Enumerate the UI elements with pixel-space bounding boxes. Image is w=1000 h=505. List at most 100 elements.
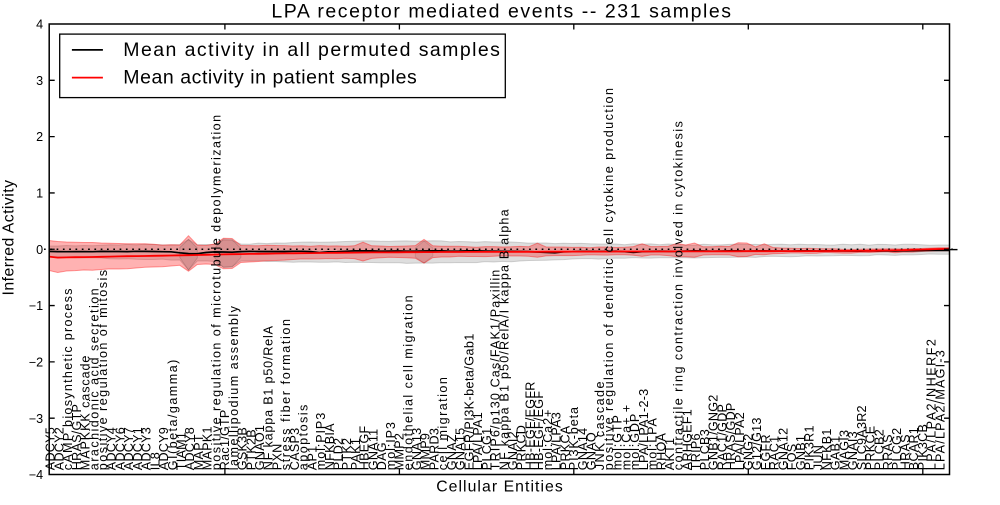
svg-text:HRAS/GTP: HRAS/GTP bbox=[70, 404, 84, 470]
svg-text:LPA/LPA3: LPA/LPA3 bbox=[550, 412, 564, 470]
svg-text:PRKCE: PRKCE bbox=[864, 426, 878, 471]
svg-text:cell migration: cell migration bbox=[436, 376, 450, 471]
svg-text:JUN: JUN bbox=[811, 445, 825, 470]
svg-text:GI(beta/gamma): GI(beta/gamma) bbox=[166, 358, 180, 470]
svg-text:NFKBIA: NFKBIA bbox=[323, 423, 337, 470]
svg-text:positive regulation of mitosis: positive regulation of mitosis bbox=[96, 268, 110, 470]
svg-text:AP1: AP1 bbox=[305, 446, 319, 471]
svg-text:positive regulation of dendrit: positive regulation of dendritic cell cy… bbox=[602, 87, 616, 471]
svg-text:RAC1: RAC1 bbox=[768, 436, 782, 471]
svg-text:EGFR: EGFR bbox=[759, 434, 773, 470]
svg-text:HBEGF: HBEGF bbox=[358, 426, 372, 471]
svg-text:GNG2: GNG2 bbox=[742, 433, 756, 470]
svg-text:PXN: PXN bbox=[271, 444, 285, 471]
svg-text:mol:Ca2+: mol:Ca2+ bbox=[541, 409, 555, 470]
svg-text:2: 2 bbox=[36, 130, 43, 144]
svg-text:HRAS: HRAS bbox=[899, 434, 913, 470]
svg-text:−2: −2 bbox=[29, 356, 43, 370]
svg-text:MAPKKK cascade: MAPKKK cascade bbox=[79, 355, 93, 471]
svg-text:ADCY1: ADCY1 bbox=[131, 427, 145, 470]
svg-text:mol:GDP: mol:GDP bbox=[628, 413, 642, 470]
svg-text:GNB1: GNB1 bbox=[794, 435, 808, 470]
svg-text:mol:GTP: mol:GTP bbox=[611, 414, 625, 470]
svg-text:ADCY5: ADCY5 bbox=[44, 427, 58, 470]
svg-text:PTK2B: PTK2B bbox=[244, 429, 258, 470]
svg-text:ADCY8: ADCY8 bbox=[183, 427, 197, 470]
svg-text:mol:LPA: mol:LPA bbox=[646, 417, 660, 470]
svg-text:Cellular Entities: Cellular Entities bbox=[436, 479, 564, 496]
svg-text:GNA13: GNA13 bbox=[410, 428, 424, 471]
svg-text:stress fiber formation: stress fiber formation bbox=[279, 317, 293, 470]
svg-text:PLCB3: PLCB3 bbox=[698, 429, 712, 470]
svg-text:mol:PIP3: mol:PIP3 bbox=[314, 412, 328, 470]
svg-text:LPA/LPA1: LPA/LPA1 bbox=[471, 412, 485, 470]
svg-text:ARHGEF1: ARHGEF1 bbox=[680, 409, 694, 470]
svg-text:TRIP6/p130 Cas/FAK1/Paxillin: TRIP6/p130 Cas/FAK1/Paxillin bbox=[489, 269, 503, 471]
svg-text:MMP9: MMP9 bbox=[419, 433, 433, 470]
svg-text:PLCB2: PLCB2 bbox=[872, 429, 886, 470]
svg-text:GNAQ: GNAQ bbox=[585, 432, 599, 470]
svg-text:Rac1/GTP: Rac1/GTP bbox=[218, 409, 232, 470]
svg-text:AKT1: AKT1 bbox=[663, 438, 677, 471]
svg-text:GAB1: GAB1 bbox=[829, 436, 843, 471]
svg-text:GNA11: GNA11 bbox=[366, 429, 380, 471]
svg-text:LPA/LPA1-2-3: LPA/LPA1-2-3 bbox=[637, 389, 651, 471]
svg-text:RAC1/GDP: RAC1/GDP bbox=[715, 404, 729, 470]
svg-text:IL8: IL8 bbox=[148, 452, 162, 470]
svg-text:GNAI2: GNAI2 bbox=[506, 431, 520, 470]
svg-text:0: 0 bbox=[36, 243, 43, 257]
svg-text:MAGI3: MAGI3 bbox=[838, 430, 852, 470]
svg-text:arachidonic acid secretion: arachidonic acid secretion bbox=[87, 287, 101, 470]
svg-text:LPA/LPA2/MAGI-3: LPA/LPA2/MAGI-3 bbox=[933, 349, 947, 470]
svg-text:3: 3 bbox=[36, 74, 43, 88]
svg-text:mol:IP3: mol:IP3 bbox=[384, 421, 398, 470]
svg-text:RRAS: RRAS bbox=[881, 434, 895, 470]
svg-text:Mean activity in all permuted: Mean activity in all permuted samples bbox=[123, 39, 501, 61]
svg-text:CASP3: CASP3 bbox=[288, 428, 302, 471]
svg-text:SLC9A3R2: SLC9A3R2 bbox=[855, 405, 869, 470]
svg-text:RHOA: RHOA bbox=[654, 432, 668, 470]
svg-text:Mean activity in patient sampl: Mean activity in patient samples bbox=[123, 67, 417, 89]
svg-text:GNB1/GNG2: GNB1/GNG2 bbox=[707, 394, 721, 470]
svg-text:EGFR/PI3K-beta/Gab1: EGFR/PI3K-beta/Gab1 bbox=[462, 333, 476, 470]
svg-text:ADCY7: ADCY7 bbox=[122, 427, 136, 470]
svg-text:PI3K-beta: PI3K-beta bbox=[567, 406, 581, 470]
svg-text:HB-EGF/EGF: HB-EGF/EGF bbox=[532, 391, 546, 471]
svg-text:G12/G13: G12/G13 bbox=[750, 417, 764, 470]
svg-text:cAMP biosynthetic process: cAMP biosynthetic process bbox=[61, 287, 75, 470]
svg-text:ADCY2: ADCY2 bbox=[52, 427, 66, 470]
svg-text:HB-EGF/EGFR: HB-EGF/EGFR bbox=[523, 381, 537, 470]
svg-text:DAG: DAG bbox=[375, 442, 389, 470]
svg-text:PRKCD: PRKCD bbox=[515, 425, 529, 470]
svg-text:LPA/LPA2/NHERF2: LPA/LPA2/NHERF2 bbox=[925, 338, 939, 471]
svg-text:PLD2: PLD2 bbox=[332, 438, 346, 471]
svg-text:BCAR1: BCAR1 bbox=[907, 427, 921, 470]
svg-text:contractile ring contraction i: contractile ring contraction involved in… bbox=[672, 120, 686, 471]
svg-text:NFKB1: NFKB1 bbox=[820, 428, 834, 470]
svg-text:LPA receptor mediated events -: LPA receptor mediated events -- 231 samp… bbox=[271, 1, 732, 23]
svg-text:NF kappa B1 p50/RelA/I kappa B: NF kappa B1 p50/RelA/I kappa B alpha bbox=[497, 208, 511, 470]
svg-text:PIK3CB: PIK3CB bbox=[916, 424, 930, 470]
svg-text:LPA/LPA2: LPA/LPA2 bbox=[733, 412, 747, 470]
svg-text:−1: −1 bbox=[29, 299, 43, 313]
svg-text:ADCY4: ADCY4 bbox=[105, 427, 119, 470]
svg-text:GNAI3: GNAI3 bbox=[846, 431, 860, 470]
svg-text:endothelial cell migration: endothelial cell migration bbox=[401, 294, 415, 470]
svg-text:positive regulation of microtu: positive regulation of microtubule depol… bbox=[209, 113, 223, 470]
svg-text:GSK3B: GSK3B bbox=[236, 427, 250, 470]
svg-text:GNA12: GNA12 bbox=[776, 428, 790, 471]
svg-text:PTK2: PTK2 bbox=[340, 438, 354, 471]
svg-text:PLCG1: PLCG1 bbox=[480, 428, 494, 471]
svg-text:GNAO1: GNAO1 bbox=[253, 425, 267, 470]
svg-text:ADCY6: ADCY6 bbox=[113, 427, 127, 470]
svg-text:HRAS/GDP: HRAS/GDP bbox=[724, 402, 738, 470]
svg-text:lamellipodium assembly: lamellipodium assembly bbox=[227, 305, 241, 471]
svg-text:Inferred Activity: Inferred Activity bbox=[1, 180, 18, 296]
svg-text:TIAM1: TIAM1 bbox=[175, 432, 189, 470]
svg-text:mol:Ca+ +: mol:Ca+ + bbox=[619, 404, 633, 470]
svg-text:JNK cascade: JNK cascade bbox=[593, 380, 607, 470]
svg-text:−4: −4 bbox=[29, 468, 43, 482]
svg-text:−3: −3 bbox=[29, 412, 43, 426]
svg-text:MMP2: MMP2 bbox=[393, 433, 407, 470]
svg-text:MAPK1: MAPK1 bbox=[201, 426, 215, 470]
